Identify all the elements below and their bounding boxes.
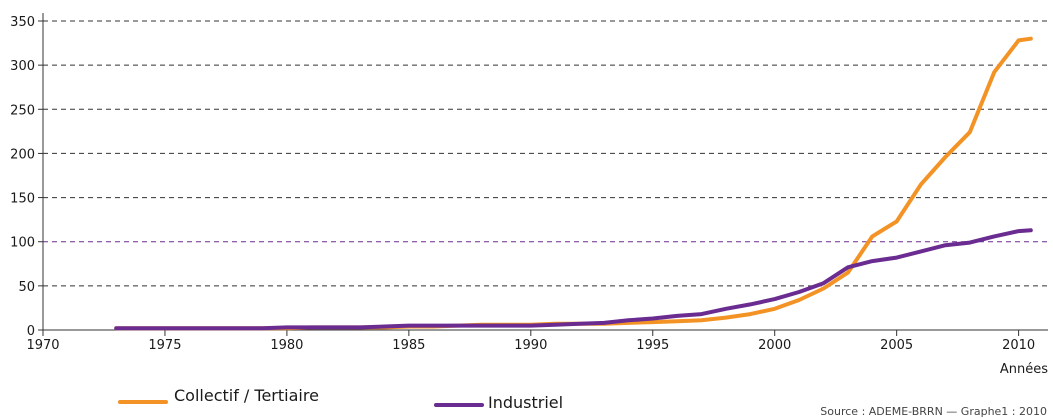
x-axis-label: Années (1000, 362, 1048, 377)
legend-label-collectif: Collectif / Tertiaire (174, 386, 319, 405)
series-line-collectif-tertiaire (114, 36, 1033, 331)
y-tick-label: 50 (18, 280, 35, 295)
series-line-industriel (114, 228, 1033, 331)
x-axis-ticks: 1970 1975 1980 1985 1990 1995 2000 2005 2010 (26, 330, 1035, 353)
x-tick-label: 1970 (26, 338, 59, 353)
legend-label-industriel: Industriel (488, 393, 564, 412)
x-tick-label: 1995 (636, 338, 669, 353)
legend-swatch-industriel (434, 403, 484, 407)
x-tick-label: 1975 (148, 338, 181, 353)
y-tick-label: 150 (10, 192, 35, 207)
x-tick-label: 2000 (758, 338, 791, 353)
y-axis-ticks: 0 50 100 150 200 250 300 350 (10, 15, 43, 339)
y-tick-label: 350 (10, 15, 35, 30)
x-tick-label: 2010 (1002, 338, 1035, 353)
x-tick-label: 1990 (514, 338, 547, 353)
y-tick-label: 0 (27, 324, 35, 339)
legend-swatch-collectif (118, 400, 168, 404)
x-tick-label: 1985 (392, 338, 425, 353)
axes (38, 13, 1048, 336)
y-tick-label: 200 (10, 147, 35, 162)
x-tick-label: 1980 (270, 338, 303, 353)
gridlines (43, 20, 1048, 287)
y-tick-label: 300 (10, 59, 35, 74)
y-tick-label: 250 (10, 103, 35, 118)
series-lines (114, 36, 1033, 331)
x-tick-label: 2005 (880, 338, 913, 353)
y-tick-label: 100 (10, 236, 35, 251)
